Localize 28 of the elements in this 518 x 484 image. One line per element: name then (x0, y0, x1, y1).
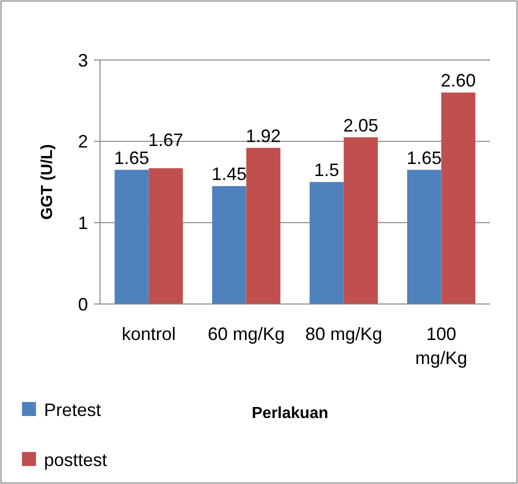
x-tick-label: 60 mg/Kg (208, 324, 285, 344)
legend-label: Pretest (44, 400, 102, 420)
y-tick-label: 1 (78, 212, 88, 233)
bar (441, 92, 476, 304)
data-label: 1.65 (406, 148, 442, 168)
data-label: 1.65 (114, 148, 150, 168)
bar (148, 168, 183, 304)
y-tick-label: 0 (78, 294, 88, 314)
data-label: 1.67 (148, 130, 184, 150)
x-axis-title: Perlakuan (252, 405, 328, 422)
data-label: 1.45 (212, 164, 247, 184)
data-label: 2.05 (343, 115, 378, 136)
y-tick-label: 2 (78, 132, 88, 152)
x-tick-label: kontrol (122, 324, 176, 344)
y-tick-label: 3 (78, 50, 88, 70)
bar (246, 148, 280, 304)
data-label: 1.5 (314, 160, 340, 180)
x-tick-label: 100 mg/Kg (415, 324, 468, 368)
legend-label: posttest (44, 450, 108, 470)
bar (344, 137, 378, 304)
bar (407, 170, 442, 304)
data-label: 1.92 (246, 126, 281, 146)
bar (114, 170, 149, 304)
bar (212, 186, 246, 304)
data-label: 2.60 (440, 70, 476, 91)
bar (310, 182, 344, 304)
x-tick-label: 80 mg/Kg (305, 324, 382, 344)
y-axis-title: GGT (U/L) (39, 144, 56, 220)
